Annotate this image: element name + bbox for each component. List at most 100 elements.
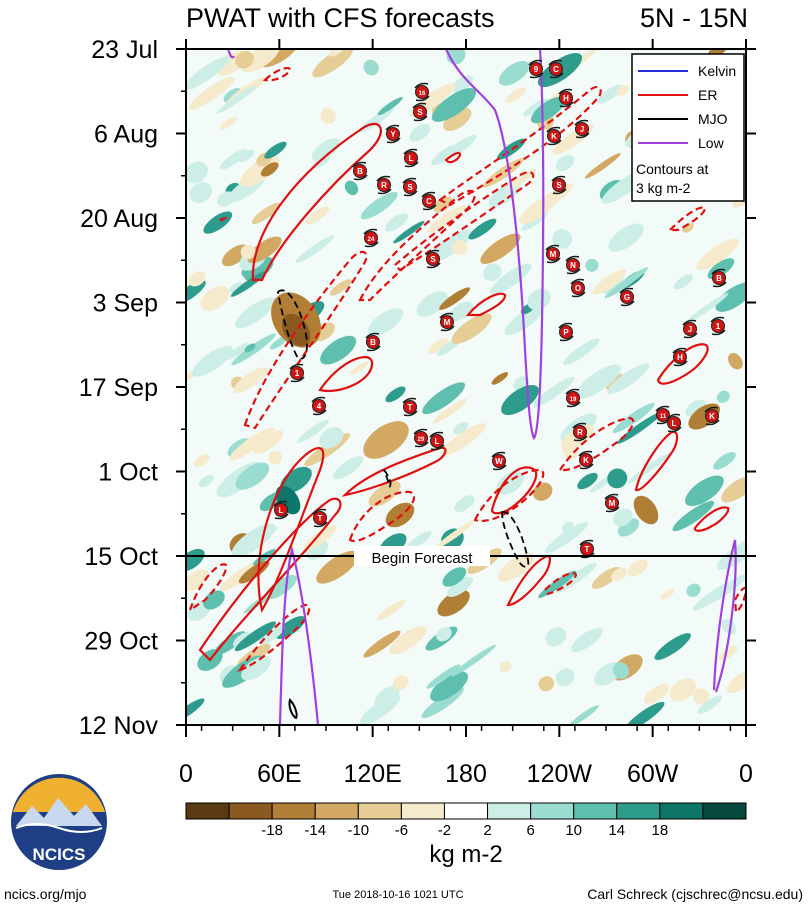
storm-label: L [409, 154, 414, 163]
logo-sun [13, 777, 105, 812]
storm-swirl [404, 161, 419, 168]
er-contour-positive [251, 122, 382, 282]
storm-swirl [558, 322, 573, 329]
storm-label: 4 [317, 402, 322, 411]
er-contour-positive [444, 151, 462, 164]
storm-dot [559, 91, 573, 105]
storm-label: 9 [534, 65, 539, 74]
legend-er-label: ER [698, 87, 717, 103]
pwat-anomaly-blob [437, 589, 470, 617]
x-tick-label: 120E [343, 760, 401, 788]
storm-marker: R [376, 175, 392, 195]
storm-label: L [279, 506, 284, 515]
colorbar-swatch [271, 802, 316, 820]
pwat-anomaly-blob [483, 263, 502, 282]
pwat-anomaly-blob [443, 107, 472, 131]
storm-dot [683, 322, 697, 336]
low-contour [444, 49, 545, 441]
pwat-anomaly-blob [532, 377, 575, 408]
low-contour [226, 49, 235, 59]
storm-swirl [565, 255, 580, 262]
er-contour-negative [262, 66, 292, 82]
y-tick-label: 29 Oct [84, 628, 158, 656]
storm-label: K [583, 456, 589, 465]
pwat-anomaly-blob [692, 688, 710, 705]
pwat-anomaly-blob [555, 154, 575, 172]
pwat-anomaly-blob [264, 141, 287, 159]
colorbar-tick-label: 18 [652, 822, 669, 839]
storm-marker: H [558, 88, 574, 108]
storm-marker: 9 [528, 59, 544, 79]
storm-marker: J [574, 119, 590, 139]
storm-swirl [385, 124, 400, 131]
pwat-anomaly-blob [198, 474, 214, 488]
colorbar: -18 -14 -10 -6 -2 2 6 10 14 18 [185, 802, 747, 839]
logo-text: NCICS [33, 845, 86, 864]
storm-swirl [566, 401, 581, 408]
storm-label: H [677, 353, 683, 362]
pwat-anomaly-blob [225, 342, 250, 361]
pwat-anomaly-blob [377, 97, 403, 116]
pwat-anomaly-blob [295, 235, 335, 263]
storm-marker: 29 [413, 428, 429, 448]
y-tick-label: 17 Sep [79, 374, 158, 402]
storm-swirl [705, 419, 720, 426]
storm-dot [364, 231, 378, 245]
pwat-anomaly-blob [188, 271, 206, 287]
storm-label: R [381, 181, 387, 190]
pwat-anomaly-blob [268, 450, 282, 465]
pwat-anomaly-blob [569, 705, 599, 725]
pwat-anomaly-blob [389, 625, 427, 655]
pwat-anomaly-blob [393, 675, 409, 690]
storm-swirl [571, 291, 586, 298]
mjo-contour [501, 511, 530, 568]
storm-dot [573, 425, 587, 439]
storm-dot [667, 416, 681, 430]
storm-label: 11 [660, 414, 667, 420]
storm-dot [492, 454, 506, 468]
storm-label: N [570, 261, 576, 270]
pwat-anomaly-blob [654, 633, 691, 661]
storm-swirl [605, 506, 620, 513]
er-contour-positive [198, 497, 342, 662]
pwat-anomaly-blob [241, 49, 280, 73]
storm-dot [403, 180, 417, 194]
storm-marker: M [439, 312, 455, 332]
er-contour-negative [667, 206, 707, 232]
storm-dot [426, 252, 440, 266]
pwat-anomaly-blob [229, 281, 243, 293]
storm-marker: B [352, 161, 368, 181]
storm-swirl [289, 363, 304, 370]
pwat-anomaly-blob [235, 297, 276, 329]
pwat-anomaly-blob [625, 701, 665, 725]
pwat-anomaly-blob [608, 223, 644, 252]
pwat-anomaly-blob [443, 134, 477, 160]
pwat-anomaly-blob [203, 590, 225, 610]
pwat-anomaly-blob [251, 202, 281, 224]
pwat-anomaly-blob [363, 630, 401, 658]
colorbar-tick-label: 10 [565, 822, 582, 839]
colorbar-swatch [487, 802, 532, 820]
storm-swirl [711, 329, 726, 336]
mjo-contour [288, 698, 298, 720]
pwat-anomaly-blob [244, 343, 256, 353]
storm-swirl [573, 435, 588, 442]
pwat-anomaly-blob [253, 430, 284, 454]
pwat-anomaly-blob [385, 386, 406, 403]
pwat-anomaly-blob [319, 427, 344, 449]
storm-label: 24 [368, 237, 375, 243]
storm-dot [529, 62, 543, 76]
pwat-anomaly-blob [633, 495, 659, 525]
storm-swirl [546, 126, 561, 133]
storm-swirl [673, 360, 688, 367]
storm-swirl [413, 428, 428, 435]
storm-dot [414, 431, 428, 445]
legend-kelvin-label: Kelvin [698, 63, 736, 79]
pwat-anomaly-blob [697, 695, 722, 714]
storm-marker: O [570, 278, 586, 298]
storm-swirl [403, 190, 418, 197]
pwat-anomaly-blob [216, 85, 257, 114]
pwat-anomaly-blob [726, 670, 746, 694]
pwat-anomaly-blob [442, 567, 467, 587]
pwat-anomaly-blob [333, 456, 364, 480]
